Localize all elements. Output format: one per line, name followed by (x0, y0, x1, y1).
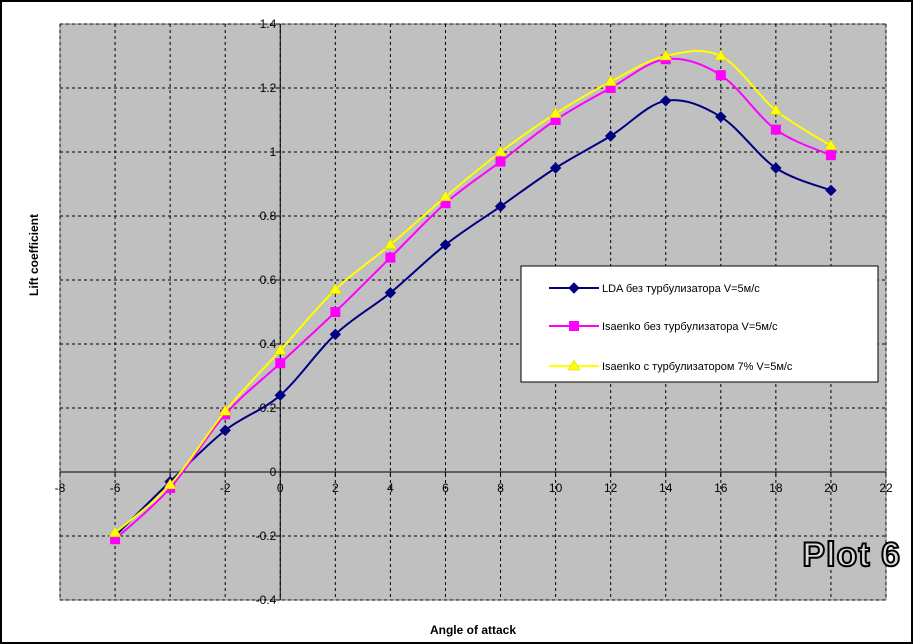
data-point (108, 526, 122, 538)
data-point (715, 111, 727, 123)
data-point (770, 162, 782, 174)
x-tick-label: 10 (549, 481, 563, 495)
y-tick-label: 0 (270, 465, 277, 479)
legend-label: LDA без турбулизатора V=5м/с (602, 283, 760, 295)
x-tick-label: 2 (332, 481, 339, 495)
x-tick-label: 12 (604, 481, 618, 495)
data-point (439, 239, 452, 251)
data-point (659, 49, 673, 61)
y-tick-label: 1.4 (260, 17, 277, 31)
x-tick-label: -8 (55, 481, 66, 495)
x-tick-label: -2 (220, 481, 231, 495)
y-tick-label: 1 (270, 145, 277, 159)
x-tick-label: 8 (497, 481, 504, 495)
data-point (273, 343, 287, 355)
y-tick-label: 1.2 (260, 81, 277, 95)
data-point (660, 95, 672, 107)
legend-box (520, 265, 879, 383)
x-tick-label: 22 (879, 481, 893, 495)
data-point (385, 252, 396, 263)
data-point (770, 124, 781, 135)
data-point (494, 145, 507, 157)
data-point (163, 478, 177, 490)
data-point (825, 184, 837, 197)
data-point (275, 358, 286, 369)
y-tick-label: 0.2 (260, 401, 277, 415)
data-point (329, 328, 342, 341)
x-tick-label: 14 (659, 481, 673, 495)
x-tick-label: 20 (824, 481, 838, 495)
y-axis-title: Lift coefficient (27, 214, 41, 296)
legend: LDA без турбулизатора V=5м/с Isaenko без … (520, 265, 879, 383)
axes (59, 23, 887, 601)
legend-marker (567, 359, 581, 371)
data-point (604, 75, 618, 86)
data-point (219, 424, 231, 437)
plot-label: Plot 6 (801, 535, 901, 575)
data-point (218, 404, 232, 416)
legend-label: Isaenko с турбулизатором 7% V=5м/с (602, 361, 793, 373)
data-point (825, 150, 836, 161)
legend-marker (569, 321, 579, 331)
data-point (549, 162, 562, 174)
data-point (384, 287, 397, 299)
data-point (383, 238, 397, 250)
legend-marker (568, 282, 580, 294)
data-point (549, 107, 563, 118)
y-tick-label: -0.4 (256, 593, 277, 607)
x-tick-label: 18 (769, 481, 783, 495)
x-tick-label: 6 (442, 481, 449, 495)
data-point (715, 70, 726, 81)
y-tick-label: -0.2 (256, 529, 277, 543)
x-axis-title: Angle of attack (430, 623, 516, 637)
x-tick-label: 4 (387, 481, 394, 495)
y-tick-label: 0.4 (260, 337, 277, 351)
data-point (328, 283, 342, 294)
data-point (495, 156, 506, 167)
data-point (330, 307, 341, 317)
y-tick-label: 0.8 (260, 209, 277, 223)
x-tick-label: 0 (277, 481, 284, 495)
series-2 (108, 49, 838, 538)
x-tick-label: 16 (714, 481, 728, 495)
y-tick-label: 0.6 (260, 273, 277, 287)
data-point (274, 389, 286, 401)
series-group (108, 49, 838, 545)
data-point (769, 103, 783, 115)
x-tick-label: -6 (110, 481, 121, 495)
data-point (714, 49, 728, 61)
data-point (494, 200, 507, 213)
data-point (439, 190, 452, 202)
data-point (824, 139, 838, 150)
legend-label: Isaenko без турбулизатора V=5м/с (602, 321, 778, 333)
data-point (604, 130, 617, 142)
